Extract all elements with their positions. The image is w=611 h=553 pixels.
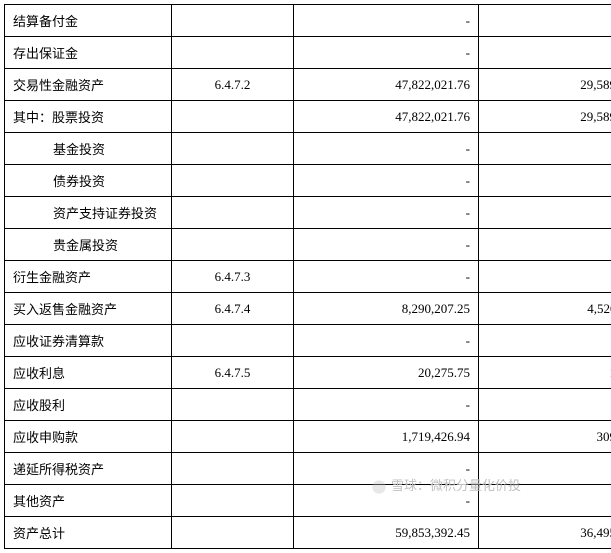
row-note xyxy=(172,37,294,69)
row-note: 6.4.7.4 xyxy=(172,293,294,325)
table-row: 结算备付金 -- xyxy=(5,5,611,37)
table-row: 存出保证金 -- xyxy=(5,37,611,69)
table-row: 贵金属投资 -- xyxy=(5,229,611,261)
row-note xyxy=(172,325,294,357)
financial-table: 结算备付金--存出保证金--交易性金融资产6.4.7.247,822,021.7… xyxy=(4,4,611,549)
row-label: 递延所得税资产 xyxy=(5,453,172,485)
row-value-1: - xyxy=(294,261,479,293)
row-value-2: - xyxy=(479,261,611,293)
row-note xyxy=(172,197,294,229)
row-note xyxy=(172,101,294,133)
row-note xyxy=(172,421,294,453)
table-row: 交易性金融资产6.4.7.247,822,021.7629,589,006.48 xyxy=(5,69,611,101)
row-value-2: - xyxy=(479,485,611,517)
row-note: 6.4.7.2 xyxy=(172,69,294,101)
row-value-1: 20,275.75 xyxy=(294,357,479,389)
table-row: 基金投资 -- xyxy=(5,133,611,165)
row-label: 资产支持证券投资 xyxy=(5,197,172,229)
row-note xyxy=(172,5,294,37)
row-note xyxy=(172,517,294,549)
table-row: 资产总计 59,853,392.4536,495,137.18 xyxy=(5,517,611,549)
row-note xyxy=(172,485,294,517)
row-value-1: - xyxy=(294,229,479,261)
row-value-1: - xyxy=(294,133,479,165)
row-value-2: 29,589,006.48 xyxy=(479,69,611,101)
table-row: 资产支持证券投资 -- xyxy=(5,197,611,229)
table-body: 结算备付金--存出保证金--交易性金融资产6.4.7.247,822,021.7… xyxy=(5,5,611,549)
row-value-1: - xyxy=(294,453,479,485)
row-note: 6.4.7.3 xyxy=(172,261,294,293)
row-value-2: - xyxy=(479,5,611,37)
row-value-2: - xyxy=(479,453,611,485)
row-value-2: - xyxy=(479,133,611,165)
row-value-1: 47,822,021.76 xyxy=(294,69,479,101)
row-label: 交易性金融资产 xyxy=(5,69,172,101)
table-row: 递延所得税资产 -- xyxy=(5,453,611,485)
table-row: 应收股利 -- xyxy=(5,389,611,421)
row-label: 应收利息 xyxy=(5,357,172,389)
row-label: 应收证券清算款 xyxy=(5,325,172,357)
row-label: 债券投资 xyxy=(5,165,172,197)
table-row: 应收申购款 1,719,426.94309,023.46 xyxy=(5,421,611,453)
row-label: 应收股利 xyxy=(5,389,172,421)
row-value-1: - xyxy=(294,197,479,229)
row-value-1: - xyxy=(294,165,479,197)
row-value-1: - xyxy=(294,485,479,517)
row-value-2: - xyxy=(479,229,611,261)
table-row: 应收证券清算款 -- xyxy=(5,325,611,357)
row-note: 6.4.7.5 xyxy=(172,357,294,389)
table-row: 衍生金融资产6.4.7.3-- xyxy=(5,261,611,293)
row-label: 衍生金融资产 xyxy=(5,261,172,293)
table-row: 买入返售金融资产6.4.7.48,290,207.254,520,113.00 xyxy=(5,293,611,325)
row-label: 基金投资 xyxy=(5,133,172,165)
row-value-2: - xyxy=(479,165,611,197)
row-label: 买入返售金融资产 xyxy=(5,293,172,325)
row-value-1: 59,853,392.45 xyxy=(294,517,479,549)
row-note xyxy=(172,229,294,261)
row-label: 应收申购款 xyxy=(5,421,172,453)
row-label: 其他资产 xyxy=(5,485,172,517)
row-value-1: - xyxy=(294,5,479,37)
row-value-2: 36,495,137.18 xyxy=(479,517,611,549)
table-row: 其他资产 -- xyxy=(5,485,611,517)
table-row: 应收利息6.4.7.520,275.751,128.48 xyxy=(5,357,611,389)
row-value-1: 47,822,021.76 xyxy=(294,101,479,133)
row-value-2: - xyxy=(479,197,611,229)
row-label: 存出保证金 xyxy=(5,37,172,69)
row-value-2: - xyxy=(479,389,611,421)
row-value-1: 8,290,207.25 xyxy=(294,293,479,325)
row-note xyxy=(172,133,294,165)
row-label: 其中：股票投资 xyxy=(5,101,172,133)
row-value-2: - xyxy=(479,37,611,69)
row-value-2: - xyxy=(479,325,611,357)
table-row: 其中：股票投资 47,822,021.7629,589,006.48 xyxy=(5,101,611,133)
row-note xyxy=(172,389,294,421)
row-label: 贵金属投资 xyxy=(5,229,172,261)
row-value-2: 4,520,113.00 xyxy=(479,293,611,325)
row-value-1: - xyxy=(294,325,479,357)
row-note xyxy=(172,453,294,485)
table-row: 债券投资 -- xyxy=(5,165,611,197)
row-value-2: 29,589,006.48 xyxy=(479,101,611,133)
row-label: 结算备付金 xyxy=(5,5,172,37)
row-value-1: 1,719,426.94 xyxy=(294,421,479,453)
row-value-1: - xyxy=(294,37,479,69)
row-label: 资产总计 xyxy=(5,517,172,549)
row-value-2: 309,023.46 xyxy=(479,421,611,453)
row-value-1: - xyxy=(294,389,479,421)
row-note xyxy=(172,165,294,197)
row-value-2: 1,128.48 xyxy=(479,357,611,389)
